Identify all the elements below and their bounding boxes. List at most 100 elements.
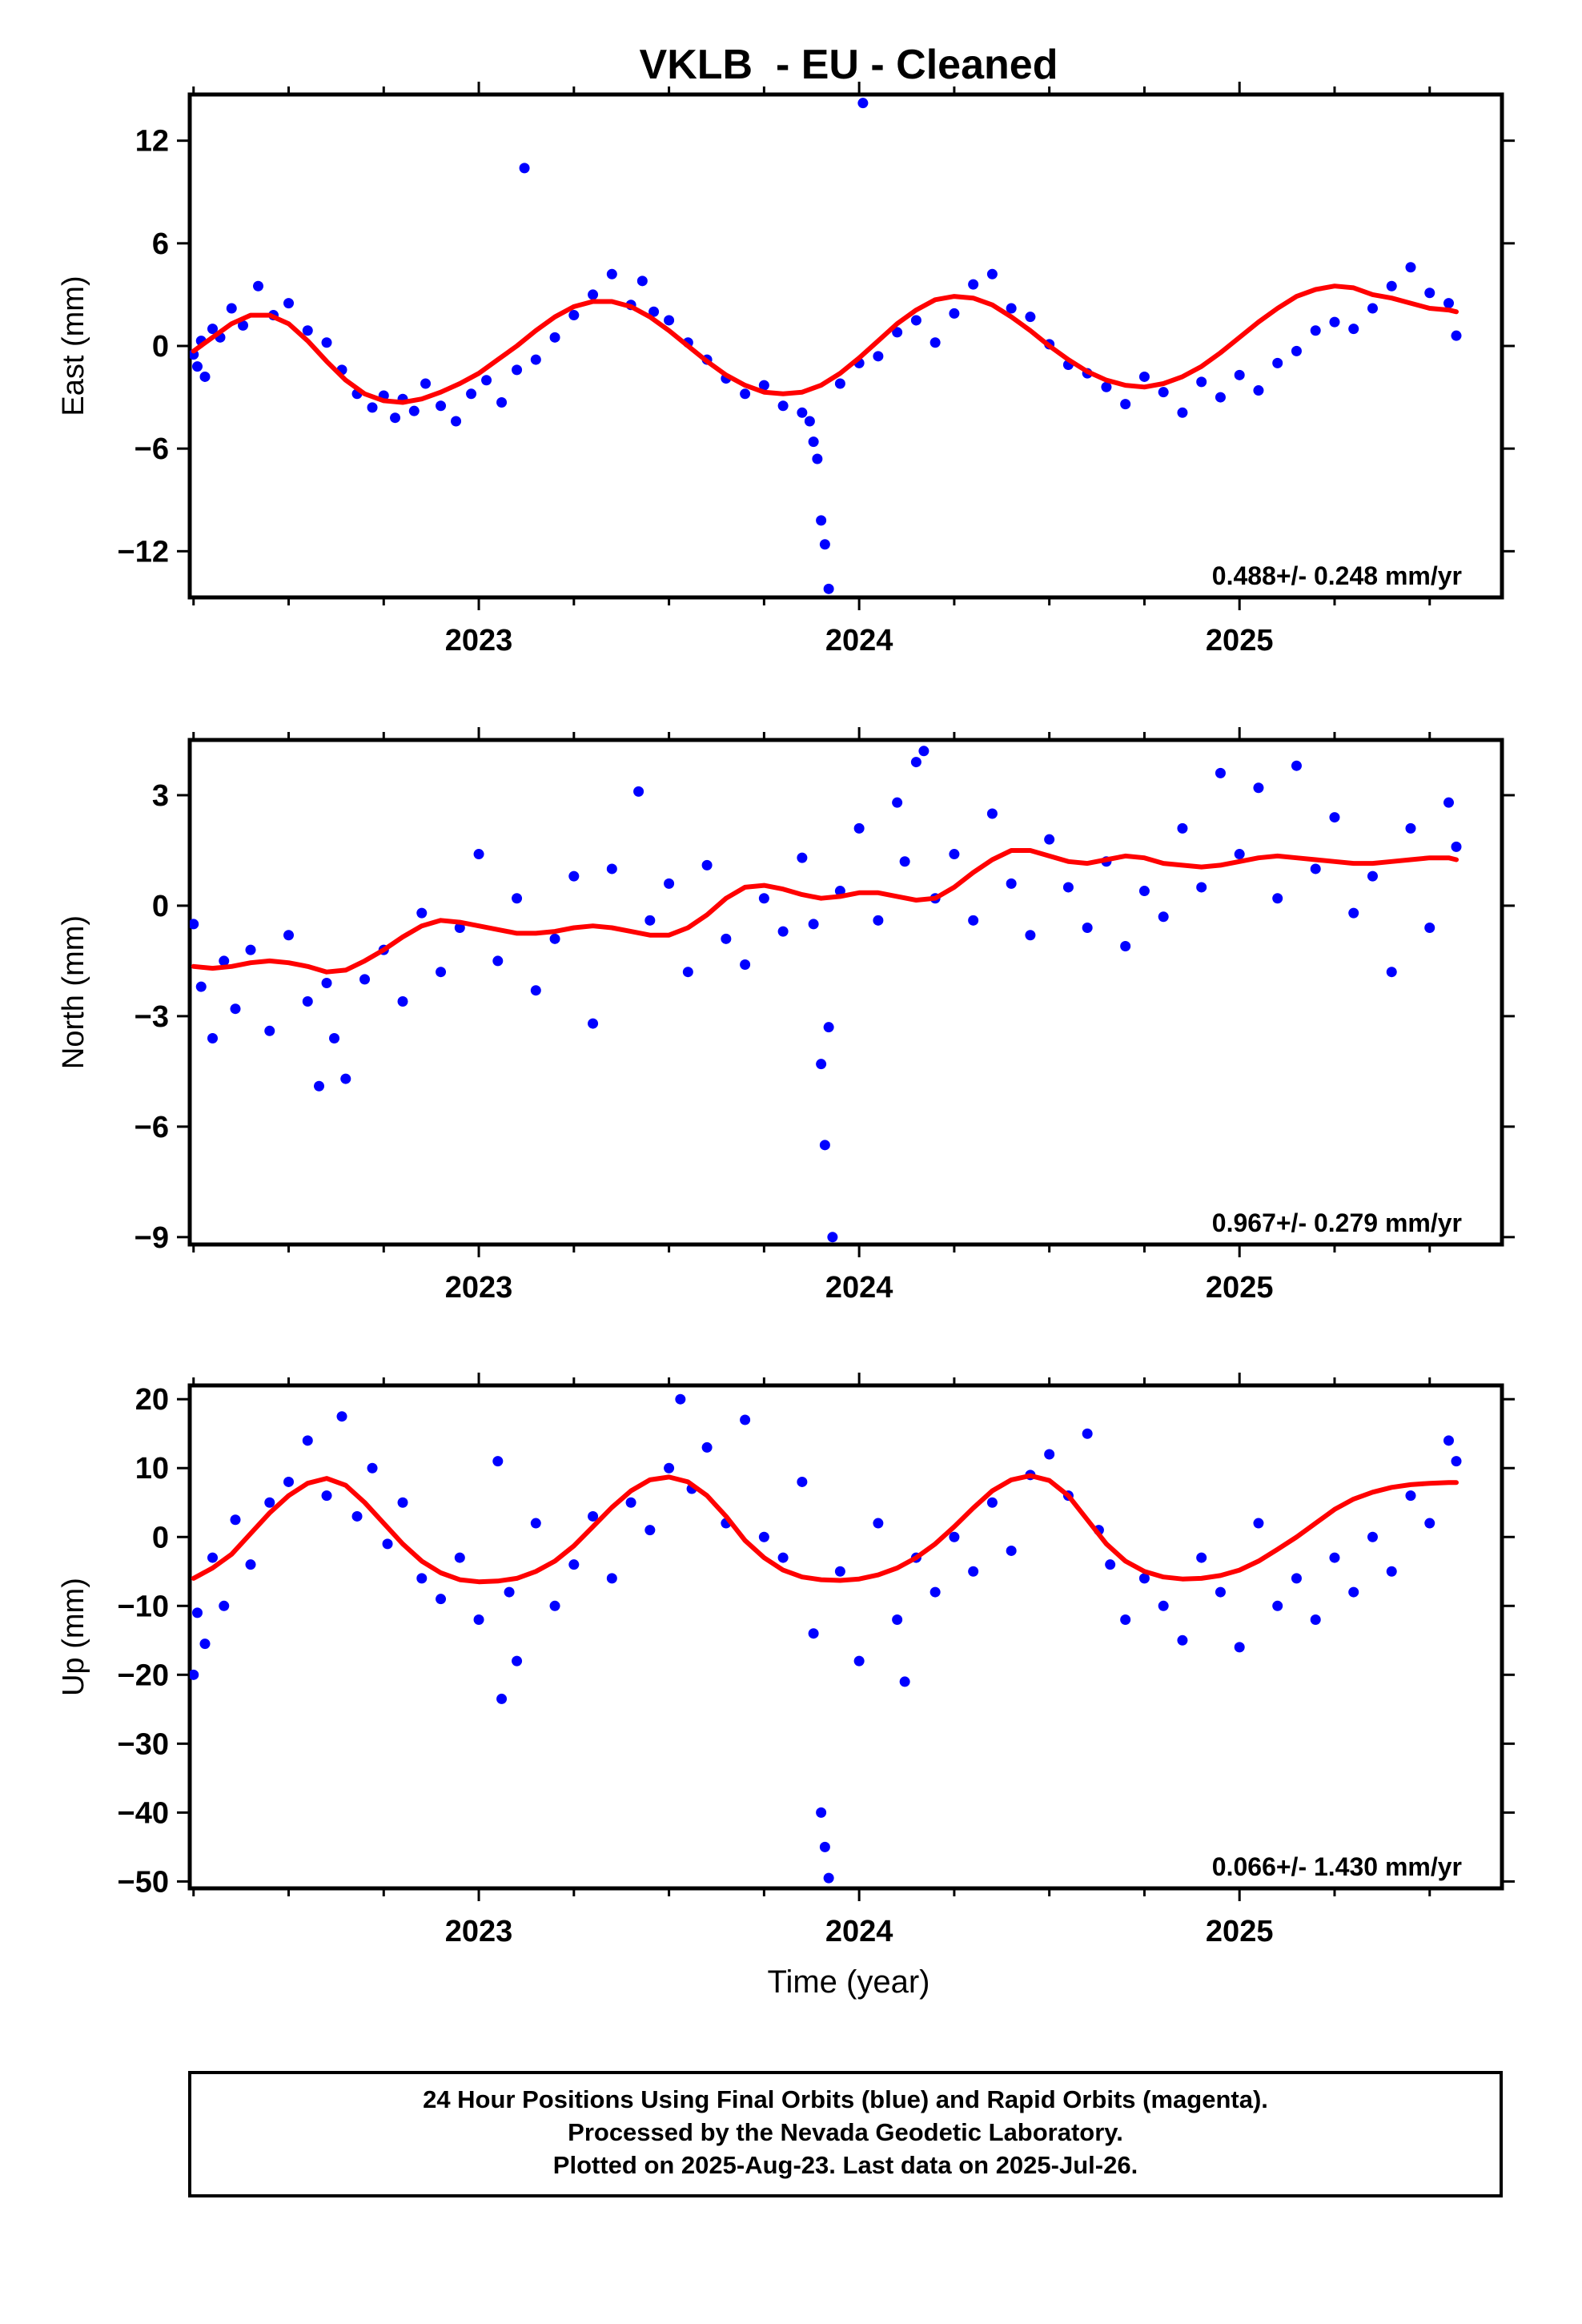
north-data-point (264, 1026, 275, 1036)
east-data-point (568, 310, 579, 320)
up-data (188, 1394, 1461, 1884)
up-data-point (759, 1532, 769, 1542)
north-data-point (474, 849, 484, 859)
up-data-point (383, 1538, 393, 1549)
up-data-point (900, 1676, 910, 1687)
up-fit-line (194, 1476, 1456, 1582)
up-data-point (740, 1415, 750, 1425)
up-data-point (568, 1559, 579, 1570)
up-data-point (626, 1498, 636, 1508)
east-data-point (805, 416, 815, 426)
north-data-point (588, 1019, 598, 1029)
east-data-point (227, 304, 237, 314)
north-data-point (824, 1022, 834, 1032)
north-data-point (987, 808, 998, 818)
north-data-point (797, 853, 807, 863)
north-data-point (1177, 823, 1187, 834)
up-data-point (1405, 1490, 1415, 1501)
north-data-point (683, 967, 693, 977)
up-data-point (367, 1463, 378, 1474)
gps-time-series-figure: VKLB - EU - Cleaned 2023 2024 2025−12−6061… (0, 0, 1582, 2324)
east-data-point (607, 269, 617, 279)
north-x-tick-label: 2025 (1206, 1271, 1274, 1305)
east-data-point (637, 275, 648, 286)
up-data-point (1311, 1614, 1321, 1625)
north-panel: 2023 2024 2025−9−6−303North (mm)0.967+/- 0… (57, 727, 1515, 1305)
up-data-point (1272, 1601, 1283, 1611)
up-data-point (1120, 1614, 1130, 1625)
footer-line-2: Processed by the Nevada Geodetic Laborat… (568, 2118, 1123, 2146)
north-data-point (664, 879, 674, 889)
east-data-point (367, 402, 378, 412)
up-data-point (188, 1670, 199, 1680)
north-data-point (1291, 761, 1302, 771)
east-data-point (1443, 298, 1454, 308)
up-data-point (968, 1566, 978, 1577)
east-data-point (949, 308, 959, 319)
up-data-point (322, 1490, 332, 1501)
east-data-point (409, 406, 420, 416)
east-data-point (1424, 287, 1435, 298)
east-data-point (390, 412, 400, 423)
north-data-point (1329, 812, 1339, 822)
x-axis-label: Time (year) (768, 1964, 930, 2000)
east-y-axis-label: East (mm) (57, 275, 90, 416)
up-data-point (873, 1518, 883, 1529)
east-data-point (436, 400, 446, 411)
up-data-point (816, 1807, 826, 1818)
east-data-point (1367, 304, 1378, 314)
east-data-point (1348, 324, 1359, 334)
north-data-point (531, 985, 541, 995)
up-data-point (1291, 1573, 1302, 1583)
up-data-point (455, 1553, 465, 1563)
north-data-point (633, 786, 644, 797)
up-data-point (854, 1656, 865, 1667)
east-data-point (1139, 372, 1150, 382)
footer-line-1: 24 Hour Positions Using Final Orbits (bl… (423, 2085, 1268, 2113)
north-data-point (1215, 768, 1226, 778)
north-data-point (416, 908, 427, 919)
east-data-point (451, 416, 461, 426)
east-y-tick-label: 6 (152, 227, 169, 261)
east-fit-line (194, 286, 1456, 402)
east-data-point (200, 372, 211, 382)
up-data-point (824, 1873, 834, 1884)
footer-line-3: Plotted on 2025-Aug-23. Last data on 202… (553, 2151, 1138, 2179)
east-data-point (1311, 325, 1321, 336)
north-data-point (359, 974, 370, 984)
north-data-point (329, 1033, 339, 1043)
up-data-point (1158, 1601, 1169, 1611)
north-data-point (1063, 882, 1074, 892)
east-y-tick-label: 0 (152, 330, 169, 364)
north-data-point (1451, 842, 1461, 852)
up-y-tick-label: 10 (135, 1452, 169, 1486)
north-y-tick-label: 3 (152, 779, 169, 813)
up-data-point (949, 1532, 959, 1542)
east-x-tick-label: 2024 (825, 624, 893, 657)
up-data-point (219, 1601, 229, 1611)
up-data-point (835, 1566, 845, 1577)
up-data-point (1367, 1532, 1378, 1542)
north-data-point (968, 915, 978, 926)
north-data-point (1082, 923, 1093, 933)
north-data-point (1387, 967, 1397, 977)
north-data-point (1405, 823, 1415, 834)
up-data-point (246, 1559, 256, 1570)
north-data-point (1348, 908, 1359, 919)
east-data-point (778, 400, 789, 411)
north-x-tick-label: 2024 (825, 1271, 893, 1305)
north-data-point (283, 930, 294, 940)
up-data-point (1215, 1587, 1226, 1598)
north-plot-frame (190, 740, 1502, 1244)
up-data-point (550, 1601, 560, 1611)
east-data-point (1235, 370, 1245, 380)
up-data-point (1443, 1435, 1454, 1445)
east-data-point (253, 281, 263, 292)
north-data-point (873, 915, 883, 926)
east-y-tick-label: −6 (135, 432, 169, 466)
up-y-tick-label: 20 (135, 1383, 169, 1417)
east-data-point (588, 289, 598, 300)
north-data-point (188, 919, 199, 929)
north-data-point (207, 1033, 218, 1043)
up-y-axis-label: Up (mm) (57, 1578, 90, 1696)
